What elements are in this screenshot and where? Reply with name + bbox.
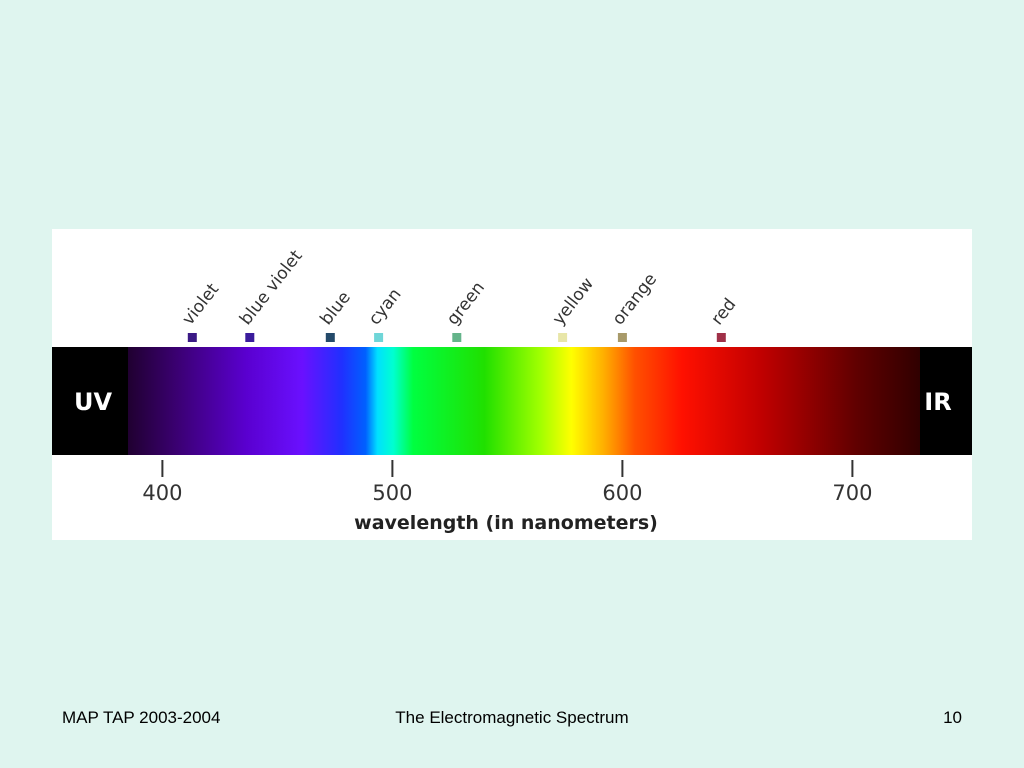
region-label: UV — [74, 388, 112, 416]
color-marker — [187, 333, 197, 342]
color-marker — [716, 333, 726, 342]
color-marker — [374, 333, 384, 342]
color-marker — [617, 333, 627, 342]
color-marker — [325, 333, 335, 342]
footer-title: The Electromagnetic Spectrum — [395, 708, 628, 727]
axis-label: wavelength (in nanometers) — [354, 512, 658, 534]
tick-label: 700 — [832, 481, 872, 505]
page-number: 10 — [943, 708, 962, 727]
color-marker — [558, 333, 568, 342]
color-marker — [452, 333, 462, 342]
tick-label: 400 — [142, 481, 182, 505]
visible-spectrum — [128, 347, 920, 455]
color-marker — [245, 333, 255, 342]
footer-left: MAP TAP 2003-2004 — [62, 708, 220, 727]
region-label: IR — [924, 388, 951, 416]
tick-label: 600 — [602, 481, 642, 505]
tick-label: 500 — [372, 481, 412, 505]
